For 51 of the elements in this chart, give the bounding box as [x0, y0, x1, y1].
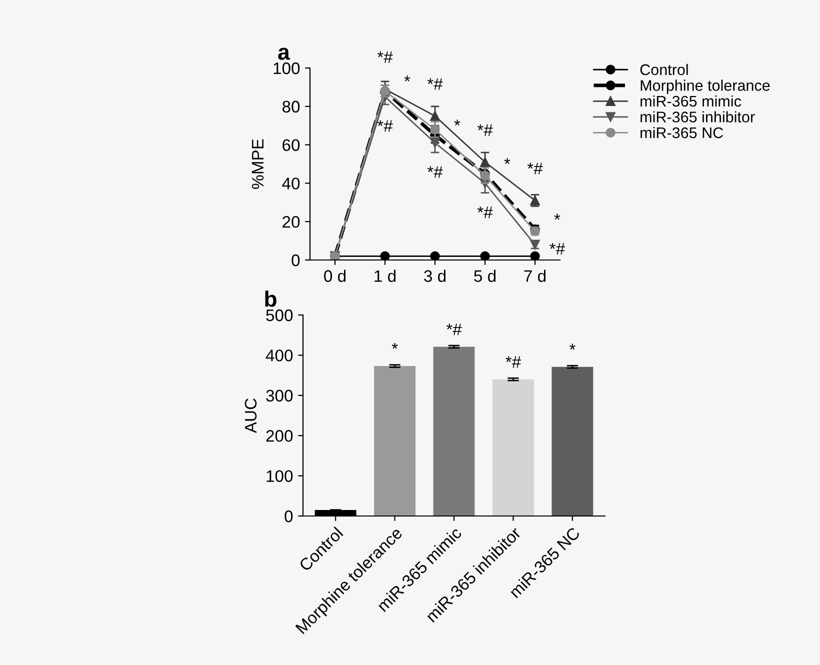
y-tick-label: 100	[274, 62, 300, 74]
annotation: *#	[377, 120, 393, 132]
y-tick-label: 200	[266, 430, 293, 442]
y-axis-title: AUC	[244, 398, 257, 434]
y-axis-title: %MPE	[252, 139, 264, 189]
annotation: *#	[527, 162, 543, 174]
point	[480, 251, 490, 260]
legend-label: miR-365 NC	[640, 126, 724, 138]
annotation: *#	[550, 243, 566, 255]
data-label: *	[392, 342, 398, 349]
y-tick-label: 40	[282, 178, 300, 190]
annotation: *	[554, 214, 560, 220]
chart-title: a	[278, 48, 290, 60]
y-tick-label: 60	[282, 139, 300, 152]
bar	[433, 346, 475, 516]
y-tick-label: 80	[282, 100, 300, 113]
annotation: *#	[377, 51, 393, 63]
y-tick-label: 500	[266, 309, 293, 322]
bar	[374, 366, 416, 516]
x-tick-label: 0 d	[324, 270, 346, 282]
point	[380, 251, 390, 260]
x-tick-label: 1 d	[374, 270, 396, 282]
legend-label: miR-365 mimic	[640, 95, 742, 107]
annotation: *#	[427, 166, 443, 178]
annotation: *	[404, 76, 410, 82]
y-tick-label: 100	[266, 470, 293, 482]
legend-label: Control	[640, 64, 688, 76]
legend-label: Morphine tolerance	[640, 80, 770, 94]
x-tick-label: 3 d	[424, 270, 446, 282]
data-label: *	[569, 344, 576, 350]
annotation: *#	[477, 124, 493, 136]
y-tick-label: 300	[266, 390, 293, 402]
x-tick-label: 7 d	[524, 270, 546, 282]
annotation: *#	[427, 78, 443, 90]
annotation: *#	[477, 206, 493, 218]
x-tick-label: 5 d	[474, 270, 496, 282]
point	[430, 251, 440, 260]
legend-label: miR-365 inhibitor	[640, 111, 755, 122]
annotation: *	[454, 120, 460, 126]
data-label: *#	[446, 324, 462, 336]
data-label: *#	[506, 356, 522, 368]
bar	[492, 379, 534, 516]
annotation: *	[504, 158, 510, 164]
y-tick-label: 400	[266, 350, 293, 362]
point	[530, 251, 540, 260]
bar	[552, 366, 594, 516]
y-tick-label: 0	[284, 510, 293, 522]
chart-title: b	[265, 290, 276, 307]
point	[430, 124, 440, 134]
y-tick-label: 0	[292, 254, 300, 266]
y-tick-label: 20	[282, 216, 300, 228]
